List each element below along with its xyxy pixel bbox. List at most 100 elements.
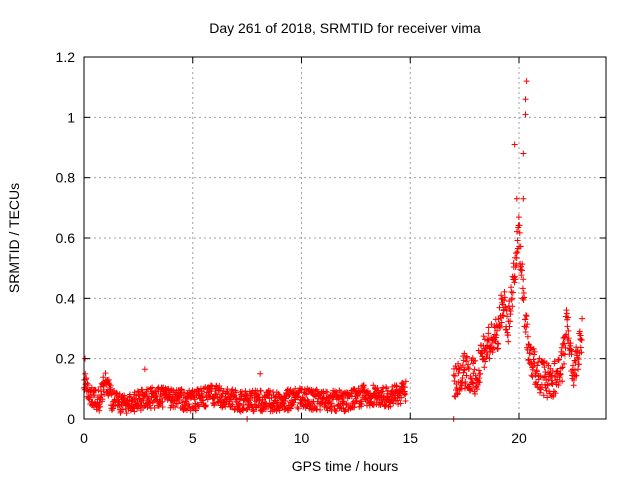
y-tick-label: 0.2: [56, 351, 76, 367]
y-tick-label: 1: [67, 109, 75, 125]
data-point: [561, 360, 568, 367]
data-point: [520, 276, 527, 283]
data-point: [181, 389, 188, 396]
data-point: [463, 372, 470, 379]
data-point: [501, 288, 508, 295]
data-point: [579, 315, 586, 322]
data-point: [512, 276, 519, 283]
data-point: [496, 304, 503, 311]
data-point: [202, 402, 209, 409]
data-point: [102, 370, 109, 377]
data-point: [474, 386, 481, 393]
data-point: [333, 408, 340, 415]
data-point: [509, 289, 516, 296]
grid: [84, 57, 606, 419]
data-point: [292, 385, 299, 392]
data-point: [455, 370, 462, 377]
data-point: [100, 383, 107, 390]
data-point: [530, 363, 537, 370]
data-point: [482, 358, 489, 365]
data-point: [490, 344, 497, 351]
data-point: [518, 267, 525, 274]
data-point: [462, 380, 469, 387]
data-point: [511, 273, 518, 280]
data-point: [499, 312, 506, 319]
data-point: [303, 391, 310, 398]
data-point: [520, 150, 527, 157]
data-point: [461, 366, 468, 373]
data-point: [213, 391, 220, 398]
data-point: [257, 370, 264, 377]
data-point: [229, 386, 236, 393]
data-point: [522, 111, 529, 118]
data-point: [174, 400, 181, 407]
data-point: [252, 403, 259, 410]
data-point: [501, 294, 508, 301]
data-point: [485, 324, 492, 331]
data-point: [257, 387, 264, 394]
data-point: [567, 346, 574, 353]
data-point: [548, 380, 555, 387]
data-point: [506, 323, 513, 330]
data-point: [524, 321, 531, 328]
x-tick-label: 10: [294, 430, 310, 446]
data-point: [151, 404, 158, 411]
data-point: [519, 261, 526, 268]
data-point: [524, 333, 531, 340]
data-point: [255, 391, 262, 398]
data-point: [563, 331, 570, 338]
data-point: [507, 318, 514, 325]
data-point: [513, 262, 520, 269]
data-point: [556, 356, 563, 363]
x-axis-label: GPS time / hours: [292, 458, 399, 474]
y-tick-label: 0.6: [56, 230, 76, 246]
data-point: [523, 324, 530, 331]
data-point: [551, 358, 558, 365]
data-point: [541, 373, 548, 380]
data-point: [518, 263, 525, 270]
data-point: [516, 229, 523, 236]
data-point: [480, 333, 487, 340]
data-point: [229, 401, 236, 408]
data-point: [559, 364, 566, 371]
data-point: [275, 391, 282, 398]
data-point: [544, 394, 551, 401]
data-point: [250, 408, 257, 415]
data-point: [219, 404, 226, 411]
data-point: [486, 355, 493, 362]
data-point: [545, 362, 552, 369]
axis-ticks: 0 5 10 15 20 0 0.2 0.4 0.6 0.8 1 1.2: [56, 49, 606, 446]
data-point: [563, 310, 570, 317]
data-point: [511, 279, 518, 286]
data-point: [459, 362, 466, 369]
y-tick-label: 0.4: [56, 290, 76, 306]
data-point: [530, 345, 537, 352]
data-point: [96, 407, 103, 414]
data-point: [534, 362, 541, 369]
data-point: [317, 406, 324, 413]
data-point: [358, 401, 365, 408]
data-point: [154, 385, 161, 392]
data-point: [565, 327, 572, 334]
data-point: [511, 141, 518, 148]
data-point: [91, 392, 98, 399]
data-point: [324, 389, 331, 396]
data-point: [185, 401, 192, 408]
data-point: [552, 390, 559, 397]
data-point: [251, 401, 258, 408]
data-point: [502, 304, 509, 311]
data-point: [578, 349, 585, 356]
data-point: [134, 388, 141, 395]
data-point: [575, 356, 582, 363]
data-point: [484, 351, 491, 358]
data-point: [149, 384, 156, 391]
data-point: [294, 393, 301, 400]
data-point: [472, 372, 479, 379]
data-point: [261, 393, 268, 400]
data-point: [105, 376, 112, 383]
data-point: [508, 295, 515, 302]
data-point: [459, 374, 466, 381]
data-point: [454, 390, 461, 397]
data-point: [571, 357, 578, 364]
data-point: [562, 344, 569, 351]
